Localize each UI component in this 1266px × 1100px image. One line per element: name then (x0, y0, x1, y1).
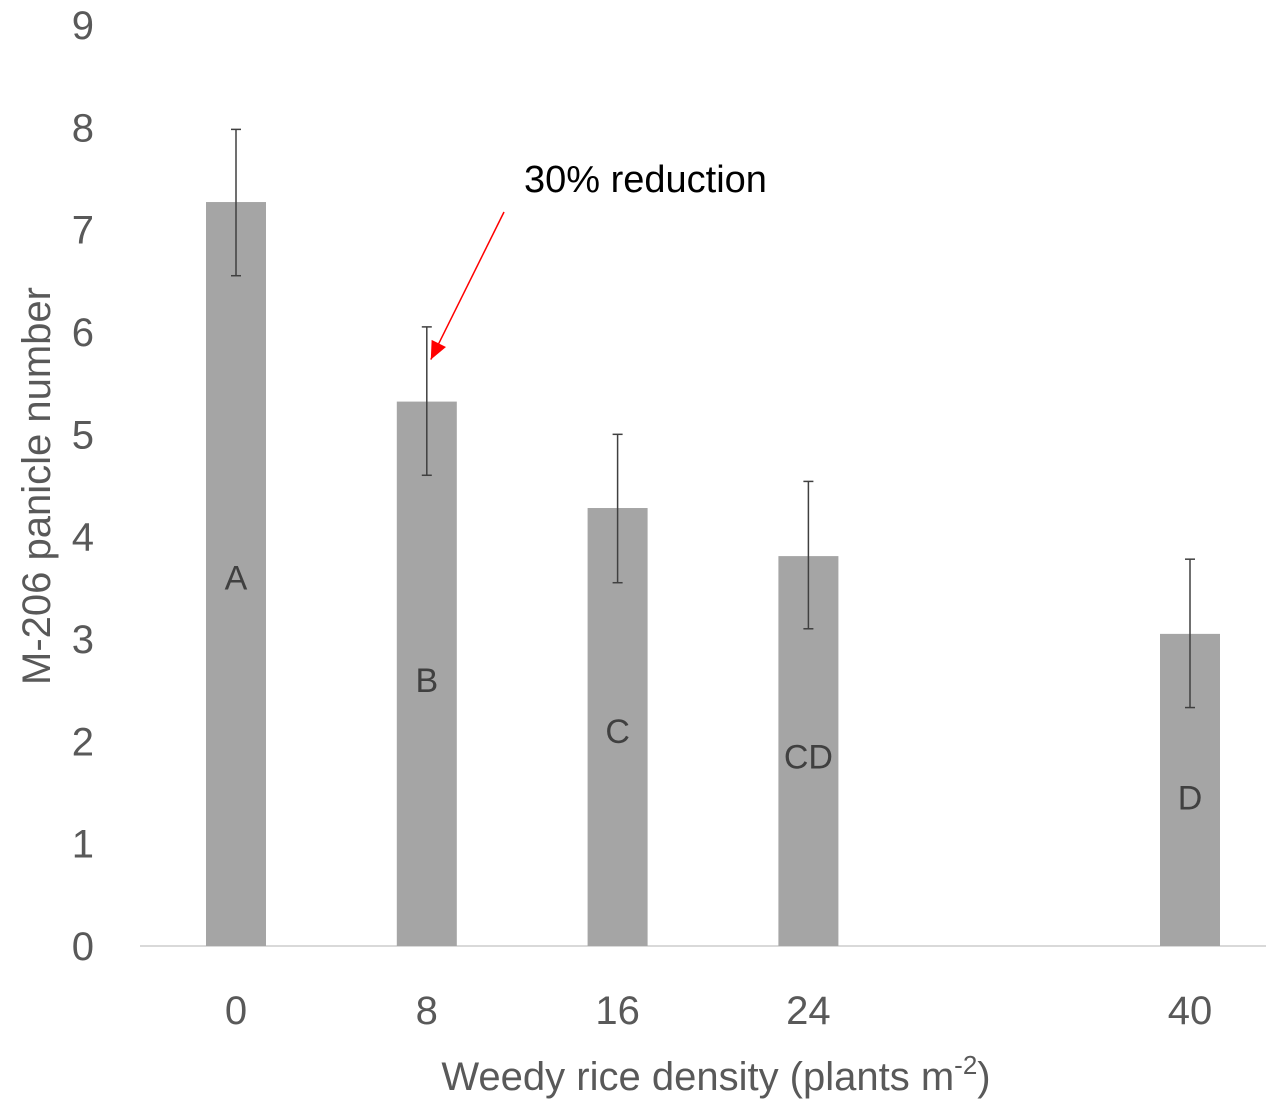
annotation: 30% reduction (430, 159, 767, 360)
y-tick-label: 1 (72, 823, 94, 867)
y-tick-label: 0 (72, 925, 94, 969)
bar (396, 401, 457, 946)
x-tick-label: 24 (786, 989, 831, 1033)
error-bar (1185, 558, 1195, 709)
bars (206, 202, 1220, 946)
significance-letter: D (1178, 780, 1203, 818)
significance-letter: C (605, 713, 630, 751)
y-tick-label: 7 (72, 209, 94, 253)
y-tick-label: 3 (72, 618, 94, 662)
x-axis-label: Weedy rice density (plants m-2) (441, 1050, 990, 1099)
x-tick-label: 8 (416, 989, 438, 1033)
y-axis-label: M-206 panicle number (15, 287, 59, 685)
error-bar (803, 480, 814, 630)
significance-letters: A B C CD D (225, 560, 1203, 818)
error-bar (231, 128, 241, 277)
significance-letter: CD (784, 739, 833, 777)
y-tick-label: 5 (72, 413, 94, 457)
x-tick-label: 16 (595, 989, 640, 1033)
error-bars (231, 128, 1195, 709)
significance-letter: A (225, 560, 248, 598)
y-tick-label: 2 (72, 720, 94, 764)
bar (206, 202, 266, 946)
y-tick-label: 9 (72, 4, 94, 48)
y-tick-label: 6 (72, 311, 94, 355)
y-axis-ticks: 0 1 2 3 4 5 6 7 8 9 (72, 4, 94, 969)
y-tick-label: 4 (72, 516, 94, 560)
x-axis-ticks: 0 8 16 24 40 (225, 989, 1212, 1033)
x-axis-label-close: ) (977, 1055, 990, 1099)
annotation-text: 30% reduction (524, 159, 767, 201)
x-axis-label-main: Weedy rice density (plants m (441, 1055, 954, 1099)
error-bar (612, 433, 623, 584)
annotation-arrow-line (430, 211, 505, 360)
y-tick-label: 8 (72, 106, 94, 150)
significance-letter: B (415, 662, 438, 700)
annotation-arrow-head (430, 339, 446, 360)
x-tick-label: 40 (1168, 989, 1213, 1033)
x-axis-label-superscript: -2 (954, 1050, 977, 1080)
error-bar (421, 326, 432, 477)
x-tick-label: 0 (225, 989, 247, 1033)
